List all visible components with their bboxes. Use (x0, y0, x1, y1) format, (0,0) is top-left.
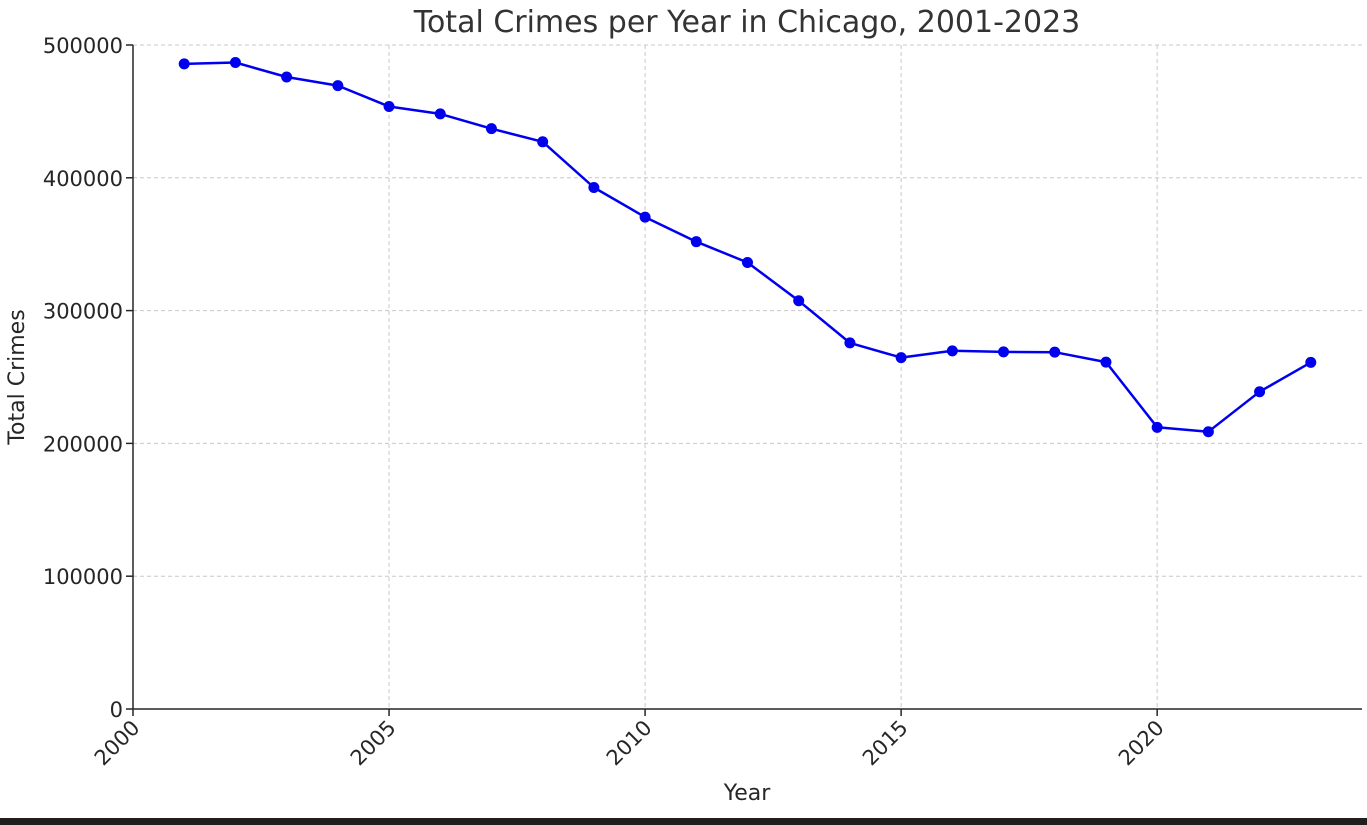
tick-labels: 0 100000 200000 300000 400000 500000 2000 2005 2… (43, 34, 1169, 770)
x-tick-label-2: 2010 (602, 716, 657, 771)
x-axis-label: Year (723, 781, 772, 806)
data-point-2009 (588, 181, 600, 193)
x-tick-label-3: 2015 (858, 716, 913, 771)
data-point-2013 (793, 295, 805, 307)
data-point-2016 (946, 345, 958, 357)
axes (126, 44, 1362, 716)
chart-title: Total Crimes per Year in Chicago, 2001-2… (413, 5, 1081, 40)
y-tick-label-1: 100000 (43, 565, 123, 589)
data-point-2017 (998, 346, 1010, 358)
y-tick-label-4: 400000 (43, 167, 123, 191)
bottom-bar (0, 818, 1367, 825)
data-point-2011 (690, 236, 702, 248)
data-point-2002 (229, 57, 241, 69)
data-point-2006 (434, 108, 446, 120)
data-point-2014 (844, 337, 856, 349)
data-point-2015 (895, 352, 907, 364)
data-point-2020 (1151, 421, 1163, 433)
grid (133, 44, 1362, 709)
data-point-2012 (742, 257, 753, 269)
x-tick-label-4: 2020 (1114, 716, 1169, 771)
x-tick-label-1: 2005 (346, 716, 401, 771)
series-line-0 (184, 61, 1312, 433)
x-tick-label-0: 2000 (90, 716, 145, 771)
data-point-2021 (1202, 426, 1214, 438)
y-tick-label-5: 500000 (43, 34, 123, 58)
y-tick-label-2: 200000 (43, 432, 123, 456)
y-tick-label-3: 300000 (43, 300, 123, 324)
data-point-2003 (281, 71, 293, 83)
data-point-2018 (1049, 346, 1061, 358)
data-point-2001 (178, 58, 190, 70)
data-point-2007 (485, 123, 497, 135)
data-point-2023 (1305, 356, 1317, 368)
series (178, 57, 1317, 438)
y-tick-label-0: 0 (110, 698, 123, 722)
data-point-2019 (1100, 356, 1112, 368)
data-point-2010 (639, 211, 651, 223)
data-point-2004 (332, 80, 344, 92)
data-point-2022 (1254, 386, 1266, 398)
data-point-2005 (383, 100, 395, 112)
data-point-2008 (537, 136, 549, 148)
y-axis-label: Total Crimes (5, 309, 30, 445)
